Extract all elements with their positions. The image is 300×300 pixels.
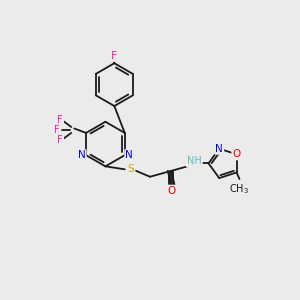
Text: F: F (57, 135, 63, 145)
Text: F: F (55, 125, 60, 135)
Text: N: N (125, 150, 133, 160)
Text: F: F (111, 51, 118, 61)
Text: N: N (78, 150, 86, 160)
Text: N: N (215, 144, 223, 154)
Text: O: O (167, 186, 175, 196)
Text: S: S (128, 164, 134, 174)
Text: CH$_3$: CH$_3$ (230, 182, 250, 196)
Text: F: F (57, 115, 63, 124)
Text: NH: NH (187, 156, 202, 166)
Text: O: O (232, 149, 241, 159)
